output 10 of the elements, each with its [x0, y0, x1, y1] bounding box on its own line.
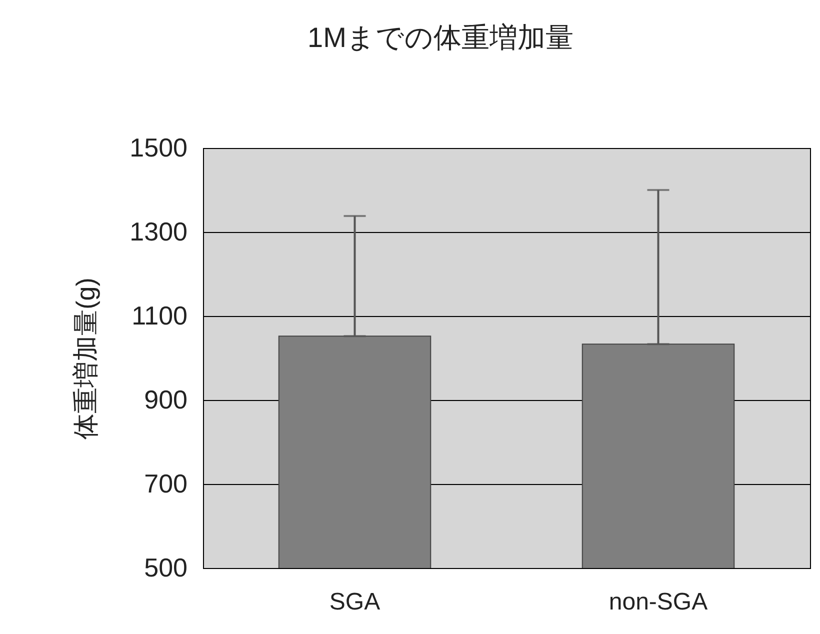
y-tick-label: 1100	[132, 300, 188, 330]
y-tick-label: 500	[144, 552, 188, 582]
y-tick-label: 1500	[130, 132, 188, 162]
x-tick-label: non-SGA	[608, 588, 708, 616]
x-tick-label: SGA	[329, 588, 380, 616]
chart-title: 1Mまでの体重増加量	[308, 22, 574, 53]
y-tick-label: 900	[144, 384, 188, 414]
y-axis-title: 体重増加量(g)	[70, 278, 101, 440]
y-tick-label: 700	[144, 468, 188, 498]
y-tick-label: 1300	[130, 216, 188, 246]
